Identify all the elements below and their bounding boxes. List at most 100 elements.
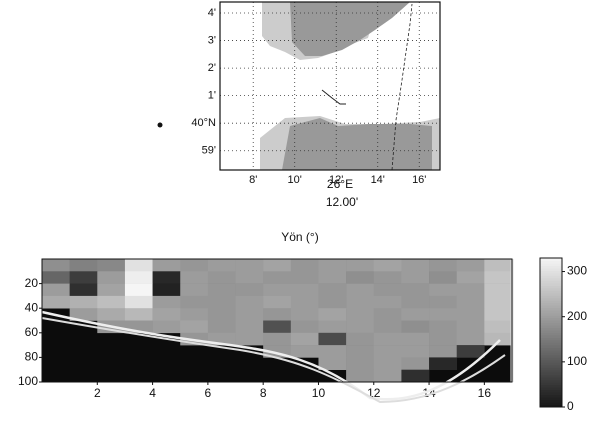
cell xyxy=(236,284,264,297)
cell xyxy=(457,333,485,346)
y-tick-label: 40°N xyxy=(191,117,216,129)
cell xyxy=(318,284,346,297)
x-tick-label: 8' xyxy=(249,174,257,186)
cell xyxy=(180,308,208,321)
cell xyxy=(291,284,319,297)
cell xyxy=(97,271,125,284)
cell xyxy=(291,259,319,272)
x-tick-label: 10 xyxy=(312,386,326,400)
x-tick-label: 2 xyxy=(94,386,101,400)
y-tick-label: 2' xyxy=(208,62,216,74)
cell xyxy=(401,308,429,321)
cell xyxy=(429,321,457,334)
cell xyxy=(374,308,402,321)
cell xyxy=(346,345,374,358)
x-tick-label: 16' xyxy=(412,174,426,186)
x-tick-label: 16 xyxy=(478,386,492,400)
y-tick-label: 80 xyxy=(25,350,39,364)
cell xyxy=(153,271,181,284)
marker xyxy=(158,123,163,128)
cell xyxy=(346,333,374,346)
cell xyxy=(70,284,98,297)
colorbar-tick-label: 100 xyxy=(567,354,587,368)
cell xyxy=(484,284,512,297)
cell xyxy=(125,259,153,272)
cell xyxy=(429,345,457,358)
cell xyxy=(429,259,457,272)
cell xyxy=(180,271,208,284)
cell xyxy=(236,296,264,309)
cell xyxy=(153,259,181,272)
cell xyxy=(401,271,429,284)
cell xyxy=(291,308,319,321)
cell xyxy=(125,271,153,284)
colorbar-tick-label: 300 xyxy=(567,264,587,278)
cell xyxy=(180,296,208,309)
cell xyxy=(318,345,346,358)
cell xyxy=(208,296,236,309)
x-tick-label: 4 xyxy=(149,386,156,400)
cell xyxy=(346,284,374,297)
cell xyxy=(125,284,153,297)
cell xyxy=(484,271,512,284)
cell xyxy=(401,259,429,272)
cell xyxy=(457,271,485,284)
x-tick-label: 6 xyxy=(205,386,212,400)
cell xyxy=(374,370,402,383)
cell xyxy=(208,284,236,297)
cell xyxy=(374,271,402,284)
cell xyxy=(42,259,70,272)
cell xyxy=(346,296,374,309)
cell xyxy=(153,308,181,321)
cell xyxy=(401,284,429,297)
map-x-sublabel: 12.00' xyxy=(326,195,358,209)
x-tick-label: 14' xyxy=(371,174,385,186)
x-tick-label: 10' xyxy=(288,174,302,186)
colorbar-tick-label: 0 xyxy=(567,399,574,413)
cell xyxy=(180,284,208,297)
cell xyxy=(97,308,125,321)
cell xyxy=(263,308,291,321)
cell xyxy=(236,333,264,346)
colorbar-tick-label: 200 xyxy=(567,309,587,323)
cell xyxy=(457,345,485,358)
y-tick-label: 1' xyxy=(208,90,216,102)
cell xyxy=(484,321,512,334)
cell xyxy=(346,271,374,284)
cell xyxy=(374,357,402,370)
cell xyxy=(42,284,70,297)
cell xyxy=(236,308,264,321)
y-tick-label: 4' xyxy=(208,7,216,19)
cell xyxy=(97,284,125,297)
cell xyxy=(346,357,374,370)
cell xyxy=(401,370,429,383)
cell xyxy=(236,271,264,284)
cell xyxy=(318,333,346,346)
cell xyxy=(401,321,429,334)
cell xyxy=(401,333,429,346)
cell xyxy=(291,345,319,358)
cell xyxy=(318,259,346,272)
cell xyxy=(429,284,457,297)
cell xyxy=(97,296,125,309)
cell xyxy=(484,259,512,272)
cell xyxy=(70,259,98,272)
cell xyxy=(346,321,374,334)
cell xyxy=(484,333,512,346)
cell xyxy=(236,321,264,334)
section-title: Yön (°) xyxy=(281,230,318,244)
cell xyxy=(457,308,485,321)
cell xyxy=(374,284,402,297)
cell xyxy=(180,259,208,272)
y-tick-label: 3' xyxy=(208,34,216,46)
cell xyxy=(484,308,512,321)
cell xyxy=(153,321,181,334)
y-tick-label: 100 xyxy=(18,374,38,388)
cell xyxy=(318,271,346,284)
cell xyxy=(374,345,402,358)
cell xyxy=(291,296,319,309)
cell xyxy=(318,296,346,309)
cell xyxy=(374,259,402,272)
cell xyxy=(97,259,125,272)
land-dark xyxy=(282,118,432,170)
